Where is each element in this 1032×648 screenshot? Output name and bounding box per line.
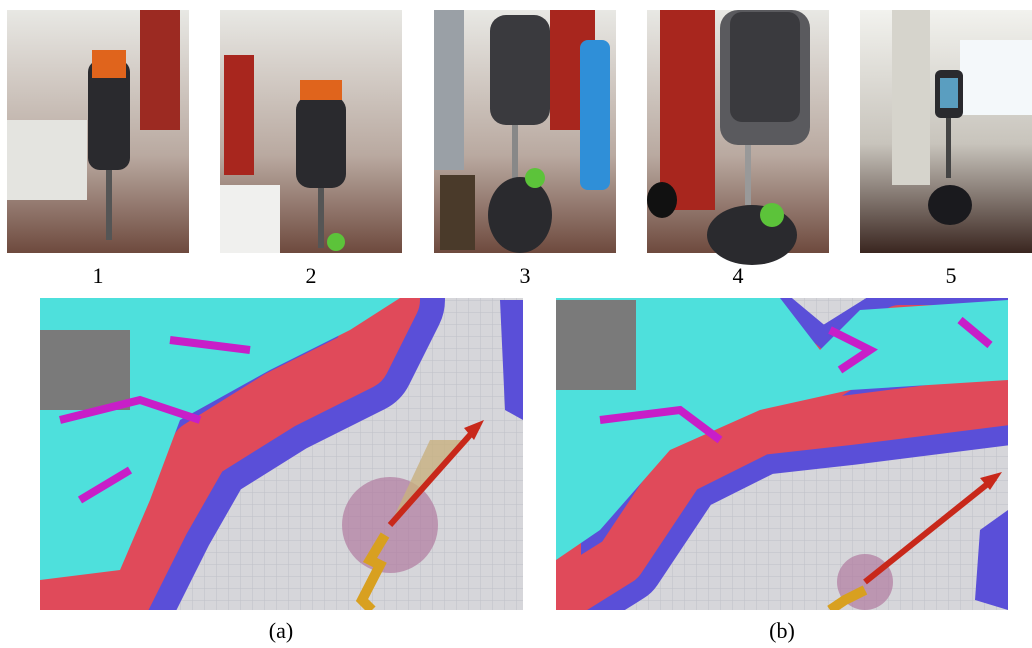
- photo: [7, 10, 189, 253]
- photo-label: 2: [306, 263, 317, 288]
- photo-label: 3: [520, 263, 531, 288]
- photo: [434, 10, 616, 253]
- costmap: [40, 298, 523, 610]
- photo-label: 5: [946, 263, 957, 288]
- photo: [860, 10, 1032, 253]
- panel-label: (a): [269, 618, 293, 643]
- costmap: [556, 298, 1008, 610]
- photo: [647, 10, 829, 265]
- panel-label: (b): [769, 618, 795, 643]
- figure: 1 2 3 4 5 (a) (b): [0, 0, 1032, 648]
- photo: [220, 10, 402, 253]
- photo-label: 4: [733, 263, 744, 288]
- photo-label: 1: [93, 263, 104, 288]
